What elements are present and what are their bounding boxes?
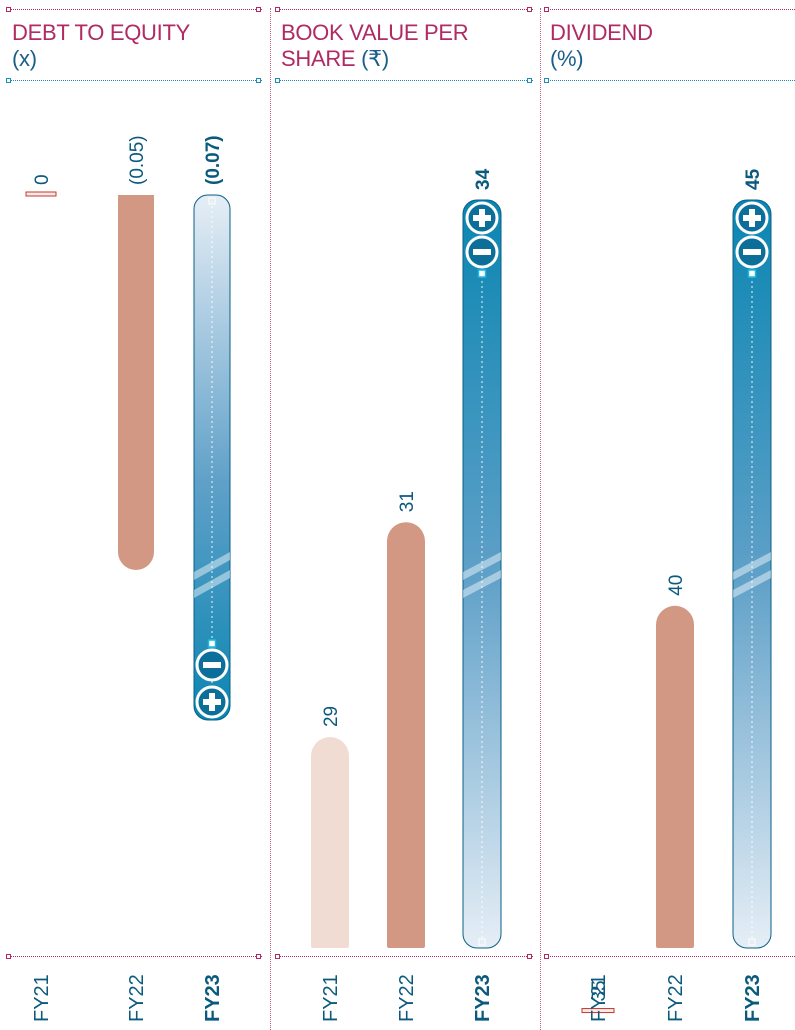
bar-fy23-highlight [732, 199, 772, 949]
bar-fy23-highlight [193, 194, 231, 721]
dividend-panel: DIVIDEND (%) 35 FY21 40 FY22 45 FY23 [544, 0, 795, 1030]
value-label: (0.07) [203, 135, 224, 185]
category-label: FY23 [202, 974, 224, 1022]
chart-title: DEBT TO EQUITY (x) [12, 20, 190, 72]
chart-title-text: DIVIDEND [550, 20, 653, 45]
category-label: FY22 [126, 974, 148, 1022]
value-label: 34 [473, 168, 494, 190]
category-label: FY23 [742, 974, 764, 1022]
book-value-chart: 29 FY21 31 FY22 34 FY23 [311, 168, 502, 1022]
panel-divider [540, 8, 541, 1030]
value-label: 29 [321, 706, 342, 727]
chart-title-text: BOOK VALUE PER [281, 20, 469, 45]
category-label: FY21 [31, 974, 53, 1022]
bar-fy23-highlight [462, 199, 502, 949]
bar-fy22 [656, 605, 694, 948]
chart-title: DIVIDEND (%) [550, 20, 653, 72]
bar-fy21 [25, 191, 57, 197]
minus-icon [195, 648, 229, 682]
minus-icon [735, 235, 769, 269]
book-value-panel: BOOK VALUE PER SHARE (₹) 29 FY21 31 FY22 34 F… [275, 0, 533, 1030]
bar-fy22 [387, 522, 425, 948]
debt-to-equity-chart: 0 FY21 (0.05) FY22 (0.07) FY23 [25, 135, 231, 1022]
value-label: 35 [589, 980, 610, 1001]
chart-unit: (₹) [361, 46, 389, 71]
value-label: 31 [397, 491, 418, 512]
category-label: FY22 [396, 974, 418, 1022]
chart-title-text-line2: SHARE [281, 46, 356, 71]
chart-unit: (x) [12, 46, 37, 71]
plus-icon [735, 201, 769, 235]
value-label: (0.05) [127, 135, 148, 185]
value-label: 45 [743, 168, 764, 190]
panel-divider [270, 8, 271, 1030]
bar-fy21 [311, 737, 349, 948]
category-label: FY21 [588, 974, 610, 1022]
bar-fy21 [581, 1008, 615, 1014]
minus-icon [465, 235, 499, 269]
value-label: 0 [32, 174, 53, 185]
chart-title-text: DEBT TO EQUITY [12, 20, 190, 45]
category-label: FY22 [665, 974, 687, 1022]
chart-title: BOOK VALUE PER SHARE (₹) [281, 20, 469, 72]
category-label: FY23 [472, 974, 494, 1022]
chart-unit: (%) [550, 46, 584, 71]
plus-icon [465, 201, 499, 235]
bar-fy22 [118, 195, 154, 570]
debt-to-equity-panel: DEBT TO EQUITY (x) 0 FY21 (0.05) FY22 (0.07)… [6, 0, 262, 1030]
plus-icon [195, 685, 229, 719]
category-label: FY21 [320, 974, 342, 1022]
value-label: 40 [666, 575, 687, 596]
